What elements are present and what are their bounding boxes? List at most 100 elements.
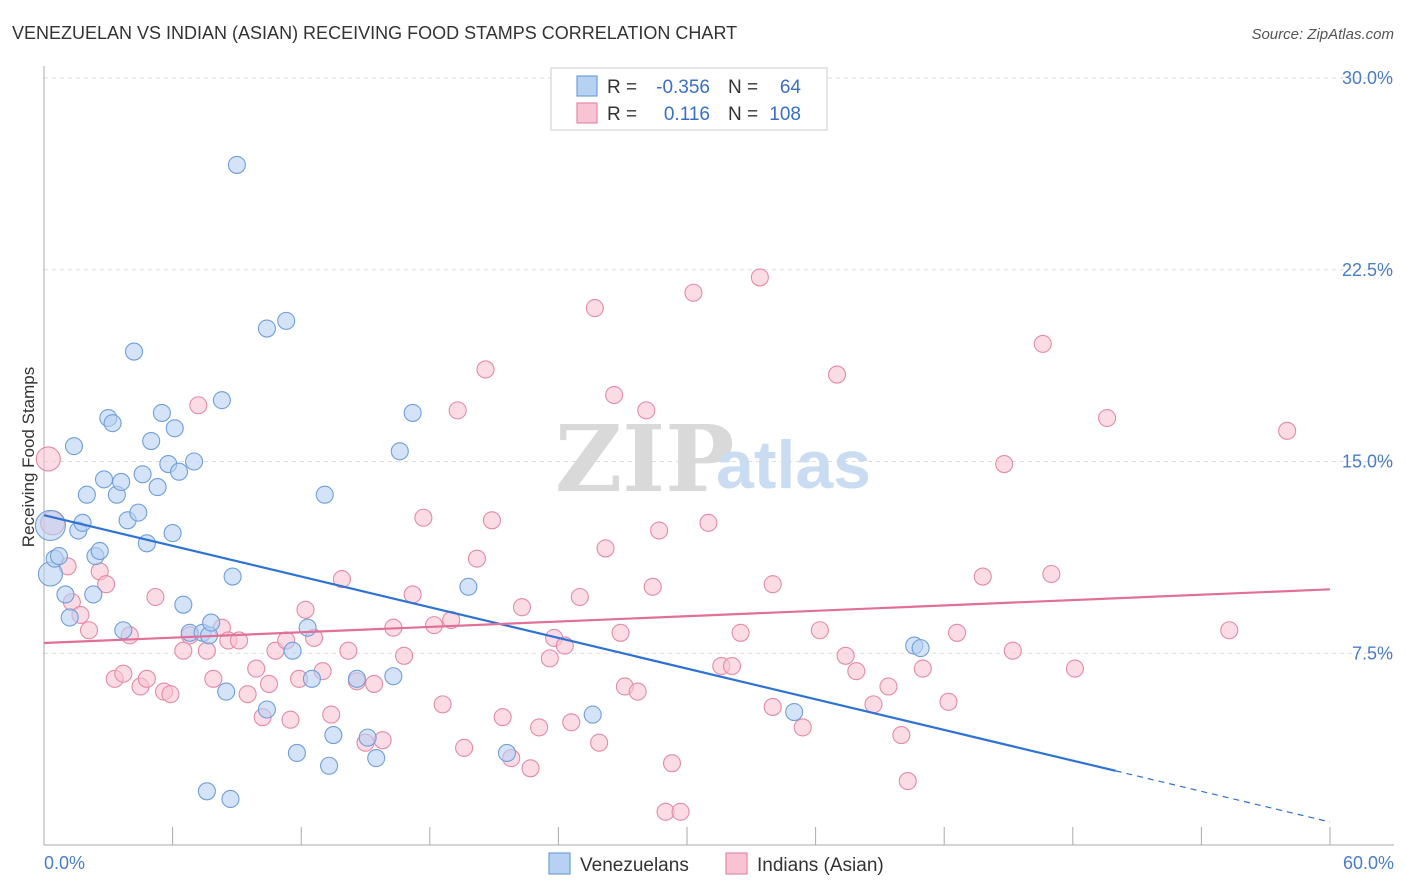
series-legend-label-indians: Indians (Asian) [757,855,884,876]
venezuelans-data-point [277,311,296,330]
indians-data-point [339,641,358,660]
indians-data-point [161,685,180,704]
series-indians-points [35,268,1297,821]
indians-trend-line [43,588,1331,645]
y-tick-label: 7.5% [1352,643,1393,663]
indians-data-point [114,664,133,683]
y-tick-label: 30.0% [1342,68,1393,88]
indians-data-point [448,401,467,420]
legend-n-label-1: N = [728,77,758,98]
trend-lines [43,514,1331,823]
venezuelans-data-point [217,682,236,701]
indians-data-point [1003,641,1022,660]
series-legend: Venezuelans Indians (Asian) [548,852,884,876]
legend-swatch-venezuelans [576,75,598,97]
indians-data-point [467,549,487,568]
y-axis-label: Receiving Food Stamps [19,367,38,547]
venezuelans-data-point [302,669,321,688]
indians-data-point [1220,621,1239,640]
venezuelans-data-point [347,669,366,688]
indians-data-point [433,695,452,714]
venezuelans-data-point [403,403,422,422]
indians-data-point [671,802,690,821]
venezuelans-data-point [129,503,148,522]
venezuelans-data-point [142,431,161,451]
indians-data-point [365,674,384,693]
indians-data-point [530,718,549,737]
venezuelans-data-point [911,639,930,658]
venezuelans-data-point [223,567,242,586]
venezuelans-data-point [283,641,302,660]
y-tick-label: 15.0% [1342,452,1393,472]
series-legend-swatch-venezuelans [548,852,571,875]
indians-data-point [898,772,917,791]
series-venezuelans-points [34,155,930,809]
indians-data-point [1098,408,1117,428]
venezuelans-data-point [169,462,189,481]
indians-data-point [913,659,932,678]
indians-data-point [395,646,414,665]
venezuelans-data-point [384,667,403,686]
venezuelans-trend-line [43,514,1116,772]
indians-data-point [512,598,532,617]
indians-data-point [605,385,624,405]
indians-data-point [585,299,604,318]
indians-data-point [296,600,315,619]
x-tick-label-max: 60.0% [1343,853,1394,873]
legend-swatch-indians [576,102,598,124]
indians-data-point [684,283,703,302]
indians-data-point [570,587,589,607]
indians-data-point [650,521,669,540]
chart-title: VENEZUELAN VS INDIAN (ASIAN) RECEIVING F… [12,23,737,43]
venezuelans-data-point [90,541,109,561]
indians-data-point [637,401,656,420]
indians-data-point [189,396,208,415]
grid-lines [44,77,1394,654]
venezuelans-data-point [298,618,317,637]
indians-data-point [722,656,742,676]
indians-data-point [540,649,559,668]
indians-data-point [137,669,156,688]
indians-data-point [332,570,351,589]
venezuelans-data-point [287,743,306,763]
indians-data-point [662,754,682,773]
indians-data-point [97,575,116,594]
venezuelans-data-point [163,524,182,543]
venezuelans-data-point [152,403,171,422]
indians-data-point [699,513,718,532]
venezuelans-data-point [227,155,246,174]
indians-data-point [995,455,1014,474]
venezuelans-data-point [497,743,517,763]
chart-source: Source: ZipAtlas.com [1251,26,1394,43]
venezuelans-data-point [367,749,386,768]
venezuelans-data-point [174,595,193,614]
indians-data-point [238,685,257,704]
indians-data-point [1065,659,1084,678]
legend-n-value-1: 64 [780,77,802,98]
legend-n-label-2: N = [728,104,758,125]
indians-data-point [174,641,193,660]
indians-data-point [731,623,750,642]
indians-data-point [493,708,512,727]
indians-data-point [403,585,422,604]
indians-data-point [259,674,279,693]
venezuelans-data-point [257,700,276,719]
y-tick-labels: 7.5% 15.0% 22.5% 30.0% [1342,68,1393,663]
y-tick-label: 22.5% [1342,260,1393,280]
indians-data-point [197,641,216,660]
indians-data-point [35,446,61,472]
indians-data-point [1042,564,1061,584]
venezuelans-data-point [221,789,240,809]
venezuelans-data-point [459,577,478,596]
indians-data-point [521,759,540,778]
indians-data-point [611,623,630,642]
venezuelans-data-point [148,478,167,497]
watermark-zip: ZIP [555,405,734,513]
venezuelans-data-point [358,728,377,747]
indians-data-point [879,677,898,696]
venezuelans-data-point [94,470,114,489]
indians-data-point [656,802,675,821]
indians-data-point [596,539,615,558]
stats-legend: R = -0.356 N = 64 R = 0.116 N = 108 [550,67,828,131]
